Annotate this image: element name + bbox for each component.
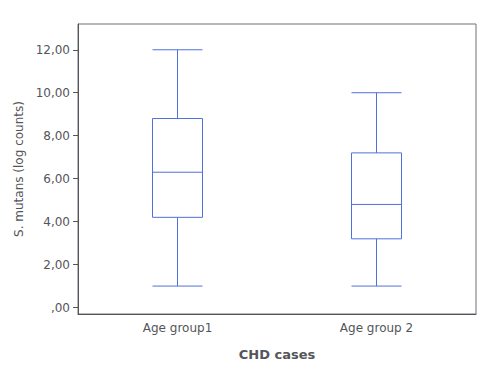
svg-text:Age group1: Age group1 [143, 321, 213, 335]
svg-text:12,00: 12,00 [36, 43, 70, 57]
svg-text:CHD cases: CHD cases [239, 347, 316, 362]
svg-text:Age group 2: Age group 2 [340, 321, 413, 335]
svg-text:8,00: 8,00 [43, 129, 70, 143]
svg-text:,00: ,00 [51, 301, 70, 315]
svg-text:S. mutans (log counts): S. mutans (log counts) [12, 101, 26, 237]
svg-text:2,00: 2,00 [43, 258, 70, 272]
svg-text:6,00: 6,00 [43, 172, 70, 186]
svg-text:4,00: 4,00 [43, 215, 70, 229]
svg-text:10,00: 10,00 [36, 86, 70, 100]
